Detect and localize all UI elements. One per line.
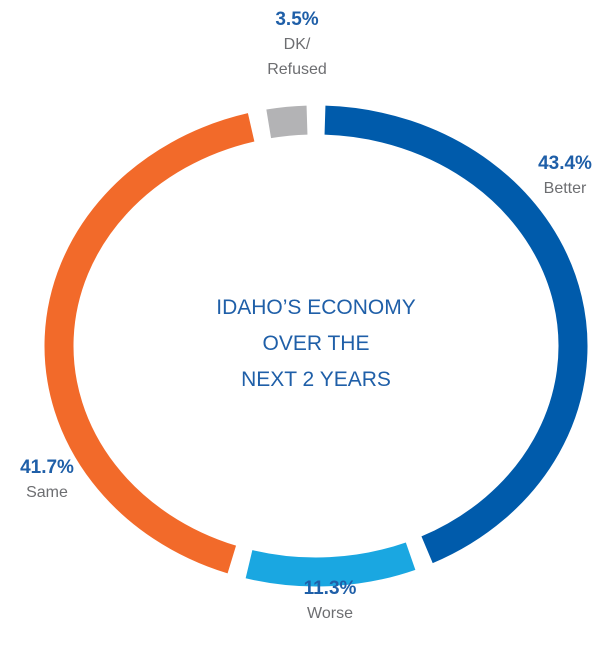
segment-label: 11.3% Worse xyxy=(260,577,400,626)
donut-segment xyxy=(324,105,588,564)
segment-label: 3.5% DK/ Refused xyxy=(227,8,367,82)
donut-segment xyxy=(245,542,416,587)
chart-title: IDAHO’S ECONOMY OVER THE NEXT 2 YEARS xyxy=(216,296,416,391)
donut-segment xyxy=(266,105,308,139)
value-label: 43.4% xyxy=(538,153,592,174)
value-label: 3.5% xyxy=(275,9,319,30)
segment-label: 43.4% Better xyxy=(495,152,614,201)
segment-label: 41.7% Same xyxy=(0,456,117,505)
value-label: 11.3% xyxy=(303,578,357,599)
donut-segment xyxy=(44,113,255,574)
category-label: Worse xyxy=(307,605,353,622)
category-label: Same xyxy=(26,484,68,501)
category-label: Better xyxy=(543,180,587,197)
value-label: 41.7% xyxy=(20,457,74,478)
category-label: DK/ Refused xyxy=(267,36,327,78)
